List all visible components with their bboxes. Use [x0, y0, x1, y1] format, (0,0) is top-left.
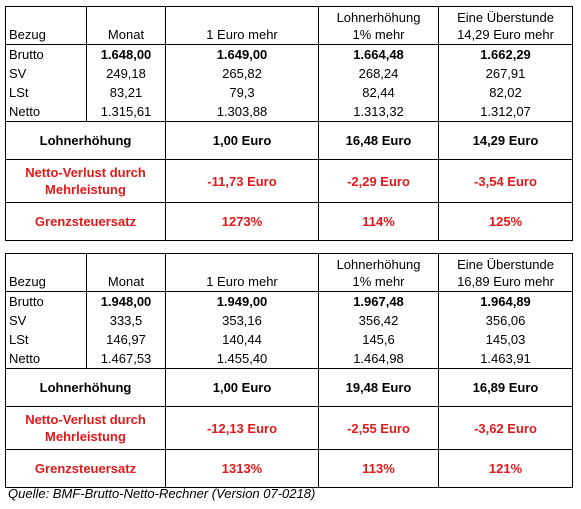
- salary-comparison-table-2: Bezug Monat 1 Euro mehr Lohnerhöhung 1% m…: [5, 253, 573, 488]
- row-label: Netto: [5, 102, 87, 122]
- cell-value: -12,13 Euro: [165, 406, 319, 450]
- table-header-row: Bezug Monat 1 Euro mehr Lohnerhöhung 1% m…: [5, 253, 573, 292]
- cell-value: 140,44: [165, 330, 319, 349]
- header-bezug: Bezug: [5, 6, 87, 45]
- table-row-netto-verlust: Netto-Verlust durch Mehrleistung -11,73 E…: [5, 159, 573, 203]
- header-monat: Monat: [86, 253, 166, 292]
- row-label: Grenzsteuersatz: [5, 449, 166, 488]
- table-row-brutto: Brutto 1.648,00 1.649,00 1.664,48 1.662,…: [5, 44, 573, 64]
- table-row-netto-verlust: Netto-Verlust durch Mehrleistung -12,13 E…: [5, 406, 573, 450]
- cell-value: -2,55 Euro: [318, 406, 439, 450]
- cell-value: 356,42: [318, 311, 439, 330]
- cell-value: 146,97: [86, 330, 166, 349]
- cell-value: 1.662,29: [438, 44, 573, 64]
- cell-value: 16,48 Euro: [318, 121, 439, 160]
- row-label: Lohnerhöhung: [5, 368, 166, 407]
- cell-value: 1.948,00: [86, 291, 166, 311]
- cell-value: 1.467,53: [86, 349, 166, 369]
- cell-value: 125%: [438, 202, 573, 241]
- cell-value: 1,00 Euro: [165, 368, 319, 407]
- row-label: Brutto: [5, 44, 87, 64]
- cell-value: 145,03: [438, 330, 573, 349]
- cell-value: 1313%: [165, 449, 319, 488]
- table-header-row: Bezug Monat 1 Euro mehr Lohnerhöhung 1% m…: [5, 6, 573, 45]
- header-1-euro-mehr: 1 Euro mehr: [165, 6, 319, 45]
- cell-value: 1.649,00: [165, 44, 319, 64]
- cell-value: 121%: [438, 449, 573, 488]
- header-lohnerhoehung: Lohnerhöhung 1% mehr: [318, 6, 439, 45]
- cell-value: 1.664,48: [318, 44, 439, 64]
- header-ueberstunde: Eine Überstunde 16,89 Euro mehr: [438, 253, 573, 292]
- table-row-sv: SV 249,18 265,82 268,24 267,91: [5, 64, 573, 83]
- cell-value: 1.964,89: [438, 291, 573, 311]
- cell-value: 1.315,61: [86, 102, 166, 122]
- cell-value: 1.313,32: [318, 102, 439, 122]
- row-label: LSt: [5, 83, 87, 102]
- cell-value: 333,5: [86, 311, 166, 330]
- cell-value: 1.949,00: [165, 291, 319, 311]
- cell-value: 356,06: [438, 311, 573, 330]
- table-row-lst: LSt 83,21 79,3 82,44 82,02: [5, 83, 573, 102]
- row-label: Lohnerhöhung: [5, 121, 166, 160]
- cell-value: 1273%: [165, 202, 319, 241]
- cell-value: 113%: [318, 449, 439, 488]
- table-row-grenzsteuersatz: Grenzsteuersatz 1313% 113% 121%: [5, 449, 573, 488]
- row-label: Brutto: [5, 291, 87, 311]
- row-label: Netto-Verlust durch Mehrleistung: [5, 406, 166, 450]
- cell-value: 16,89 Euro: [438, 368, 573, 407]
- cell-value: 265,82: [165, 64, 319, 83]
- cell-value: 79,3: [165, 83, 319, 102]
- cell-value: 1.455,40: [165, 349, 319, 369]
- cell-value: 1.463,91: [438, 349, 573, 369]
- row-label: Netto: [5, 349, 87, 369]
- cell-value: -2,29 Euro: [318, 159, 439, 203]
- table-row-lst: LSt 146,97 140,44 145,6 145,03: [5, 330, 573, 349]
- cell-value: 83,21: [86, 83, 166, 102]
- table-row-netto: Netto 1.467,53 1.455,40 1.464,98 1.463,9…: [5, 349, 573, 369]
- cell-value: 1.303,88: [165, 102, 319, 122]
- cell-value: 1.648,00: [86, 44, 166, 64]
- cell-value: 82,44: [318, 83, 439, 102]
- cell-value: 249,18: [86, 64, 166, 83]
- cell-value: 19,48 Euro: [318, 368, 439, 407]
- table-row-lohnerhoehung: Lohnerhöhung 1,00 Euro 19,48 Euro 16,89 …: [5, 368, 573, 407]
- table-row-sv: SV 333,5 353,16 356,42 356,06: [5, 311, 573, 330]
- header-ueberstunde: Eine Überstunde 14,29 Euro mehr: [438, 6, 573, 45]
- row-label: LSt: [5, 330, 87, 349]
- cell-value: -11,73 Euro: [165, 159, 319, 203]
- cell-value: 114%: [318, 202, 439, 241]
- cell-value: 353,16: [165, 311, 319, 330]
- header-1-euro-mehr: 1 Euro mehr: [165, 253, 319, 292]
- row-label: SV: [5, 311, 87, 330]
- table-row-brutto: Brutto 1.948,00 1.949,00 1.967,48 1.964,…: [5, 291, 573, 311]
- header-bezug: Bezug: [5, 253, 87, 292]
- table-row-grenzsteuersatz: Grenzsteuersatz 1273% 114% 125%: [5, 202, 573, 241]
- cell-value: 82,02: [438, 83, 573, 102]
- source-caption: Quelle: BMF-Brutto-Netto-Rechner (Versio…: [8, 486, 316, 501]
- header-monat: Monat: [86, 6, 166, 45]
- row-label: Netto-Verlust durch Mehrleistung: [5, 159, 166, 203]
- cell-value: 14,29 Euro: [438, 121, 573, 160]
- cell-value: -3,62 Euro: [438, 406, 573, 450]
- cell-value: 268,24: [318, 64, 439, 83]
- header-lohnerhoehung: Lohnerhöhung 1% mehr: [318, 253, 439, 292]
- row-label: SV: [5, 64, 87, 83]
- table-row-lohnerhoehung: Lohnerhöhung 1,00 Euro 16,48 Euro 14,29 …: [5, 121, 573, 160]
- cell-value: 1,00 Euro: [165, 121, 319, 160]
- cell-value: 267,91: [438, 64, 573, 83]
- cell-value: 1.464,98: [318, 349, 439, 369]
- cell-value: -3,54 Euro: [438, 159, 573, 203]
- row-label: Grenzsteuersatz: [5, 202, 166, 241]
- table-row-netto: Netto 1.315,61 1.303,88 1.313,32 1.312,0…: [5, 102, 573, 122]
- cell-value: 1.312,07: [438, 102, 573, 122]
- cell-value: 1.967,48: [318, 291, 439, 311]
- cell-value: 145,6: [318, 330, 439, 349]
- salary-comparison-table-1: Bezug Monat 1 Euro mehr Lohnerhöhung 1% m…: [5, 6, 573, 241]
